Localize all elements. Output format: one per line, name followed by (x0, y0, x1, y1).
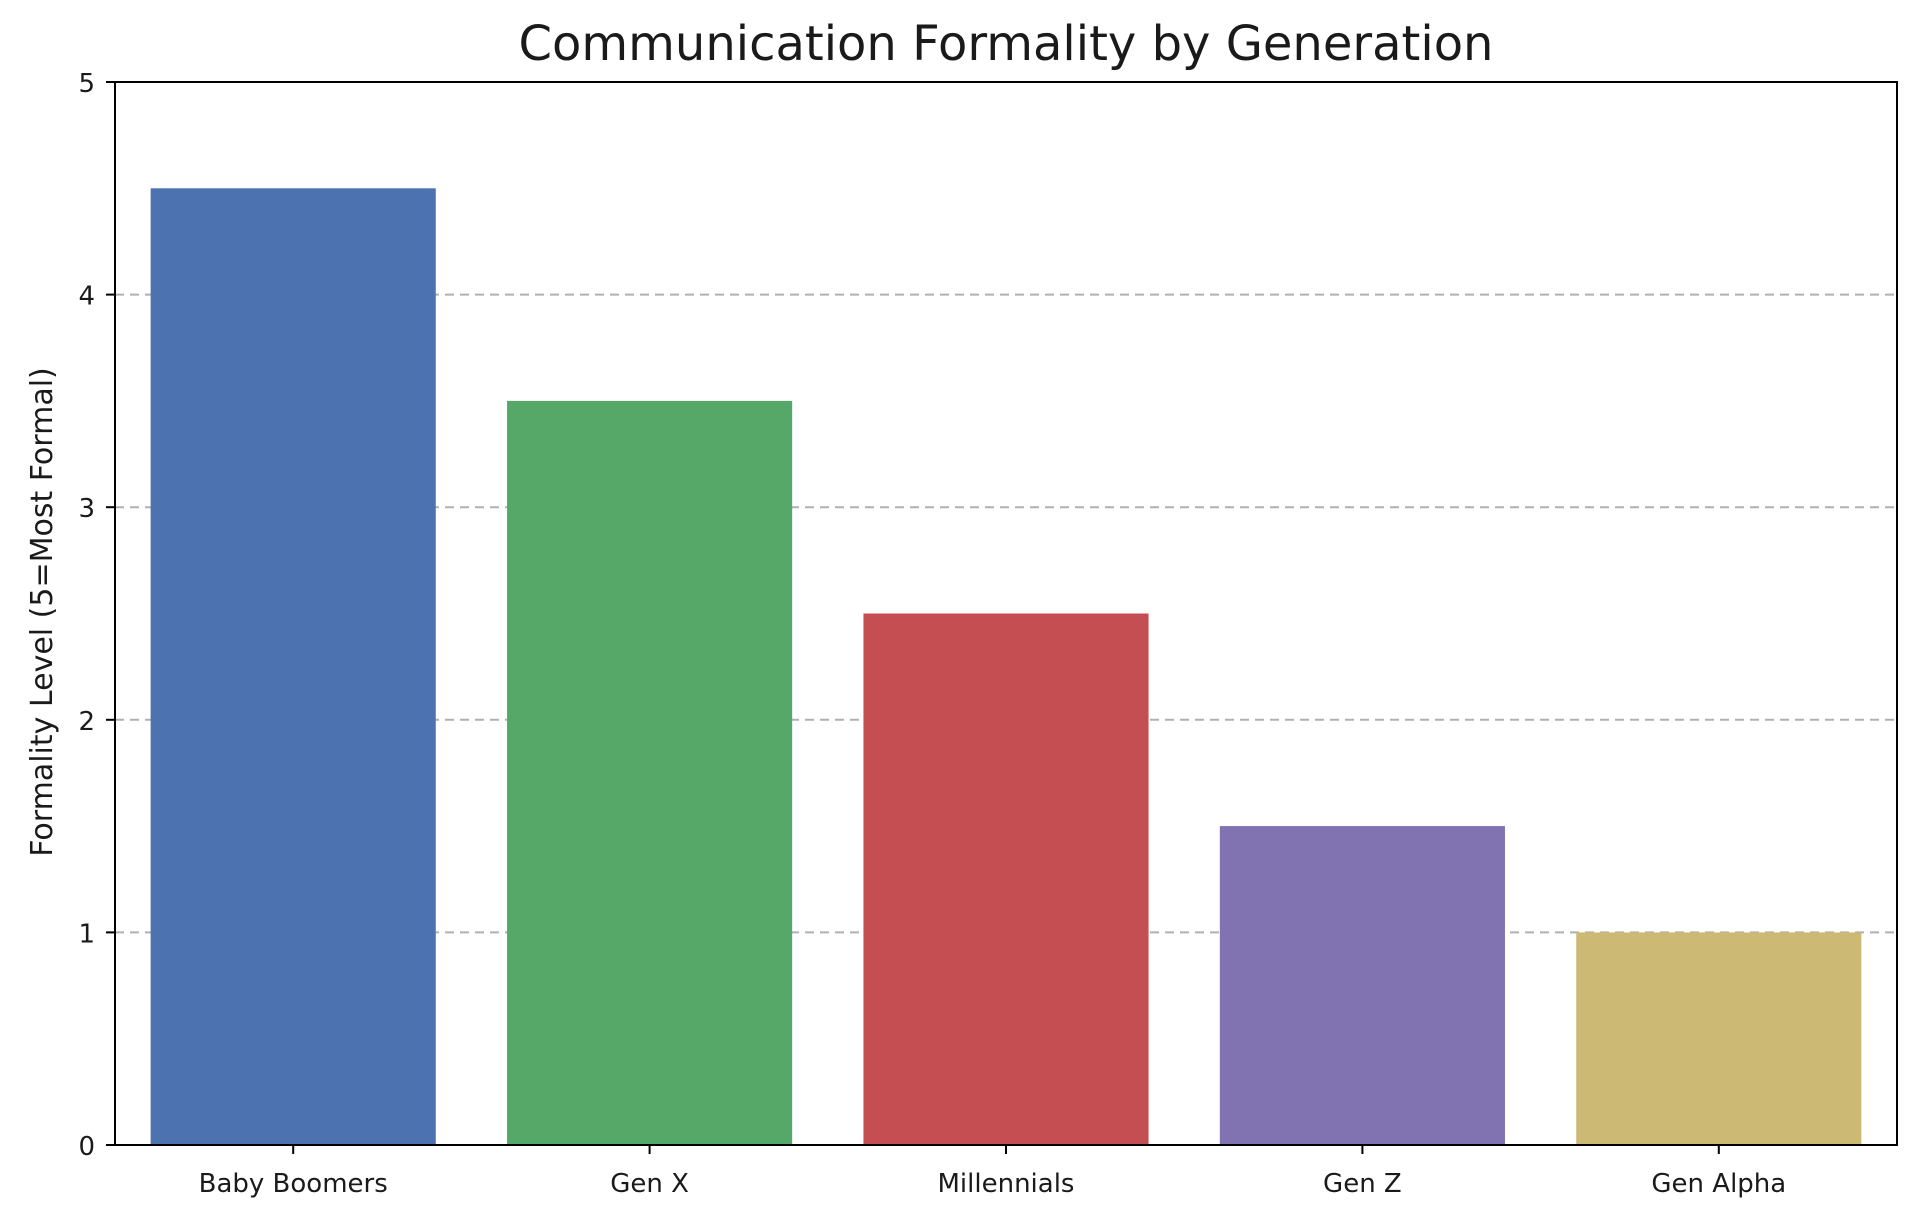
y-tick-label: 2 (78, 707, 95, 737)
x-tick-label: Gen Z (1323, 1169, 1402, 1199)
y-tick-label: 0 (78, 1132, 95, 1162)
bar-gen-alpha (1576, 932, 1862, 1145)
y-tick-label: 1 (78, 919, 95, 949)
y-axis-label: Formality Level (5=Most Formal) (25, 367, 60, 857)
bar-baby-boomers (150, 188, 436, 1146)
axes (106, 81, 1898, 1154)
bar-gen-x (507, 400, 793, 1145)
x-tick-label: Gen Alpha (1651, 1169, 1786, 1199)
bar-gen-z (1219, 826, 1505, 1145)
x-tick-label: Baby Boomers (199, 1169, 388, 1199)
y-tick-label: 5 (78, 69, 95, 99)
chart-title: Communication Formality by Generation (519, 16, 1494, 72)
bars (150, 188, 1862, 1146)
tick-labels: 0 1 2 3 4 5 Baby Boomers Gen X Millennials Gen Z G… (78, 69, 1786, 1199)
x-tick-label: Millennials (938, 1169, 1075, 1199)
x-tick-label: Gen X (610, 1169, 689, 1199)
bar-millennials (863, 613, 1149, 1145)
y-tick-label: 4 (78, 282, 95, 312)
y-tick-label: 3 (78, 494, 95, 524)
